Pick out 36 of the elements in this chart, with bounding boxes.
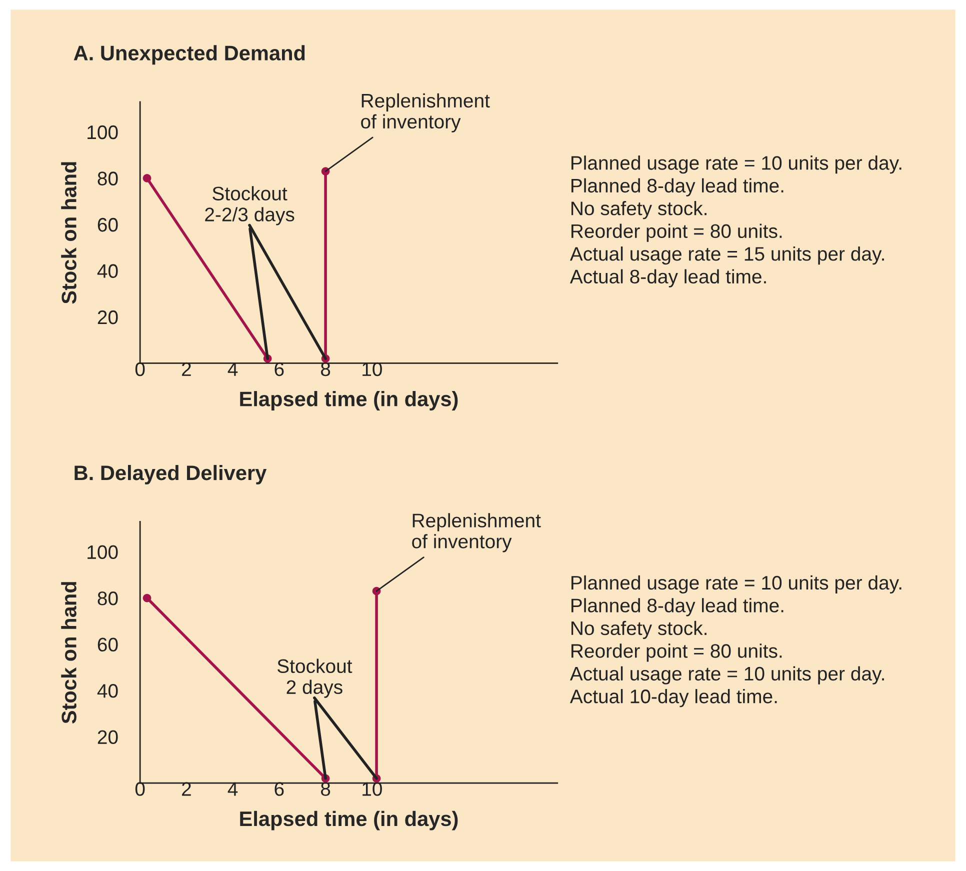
text: Reorder point = 80 units. — [571, 644, 782, 662]
chart-title: A. Unexpected Demand — [74, 45, 305, 65]
y-tick-label: 100 — [88, 125, 118, 140]
y-tick-label: 60 — [98, 638, 118, 652]
y-tick-label: 40 — [97, 264, 118, 278]
chart-title: B. Delayed Delivery — [74, 464, 267, 484]
y-tick-label: 80 — [98, 172, 118, 186]
x-tick-label: 4 — [228, 362, 238, 376]
point — [142, 594, 152, 602]
text: Actual usage rate = 15 units per day. — [570, 246, 884, 265]
x-axis-title: Elapsed time (in days) — [240, 391, 458, 410]
annotation: Replenishment of inventory — [412, 513, 541, 552]
text: No safety stock. — [571, 620, 706, 639]
text: Actual usage rate = 10 units per day. — [570, 666, 884, 684]
y-tick-label: 100 — [88, 545, 118, 560]
x-axis-title: Elapsed time (in days) — [240, 810, 458, 830]
y-tick-label: 20 — [98, 310, 118, 324]
y-tick-label: 40 — [97, 684, 118, 698]
x-tick-label: 4 — [228, 782, 238, 796]
text: No safety stock. — [571, 201, 706, 220]
annotation: Replenishment of inventory — [361, 93, 490, 132]
y-tick-label: 20 — [98, 730, 118, 744]
text: Actual 10-day lead time. — [570, 689, 777, 708]
text: Planned 8-day lead time. — [571, 598, 784, 616]
text: Planned usage rate = 10 units per day. — [571, 575, 902, 594]
y-tick-label: 80 — [98, 592, 118, 606]
text: Reorder point = 80 units. — [571, 224, 782, 242]
point — [142, 174, 152, 182]
y-axis-title: Stock on hand — [61, 162, 76, 304]
annotation: Stockout 2 days — [277, 658, 352, 698]
annotation: Stockout 2-2/3 days — [205, 186, 294, 226]
text: Planned 8-day lead time. — [571, 178, 784, 196]
text: Planned usage rate = 10 units per day. — [571, 156, 902, 174]
y-axis-title: Stock on hand — [61, 582, 76, 724]
y-tick-label: 60 — [98, 218, 118, 232]
text: Actual 8-day lead time. — [570, 269, 766, 288]
